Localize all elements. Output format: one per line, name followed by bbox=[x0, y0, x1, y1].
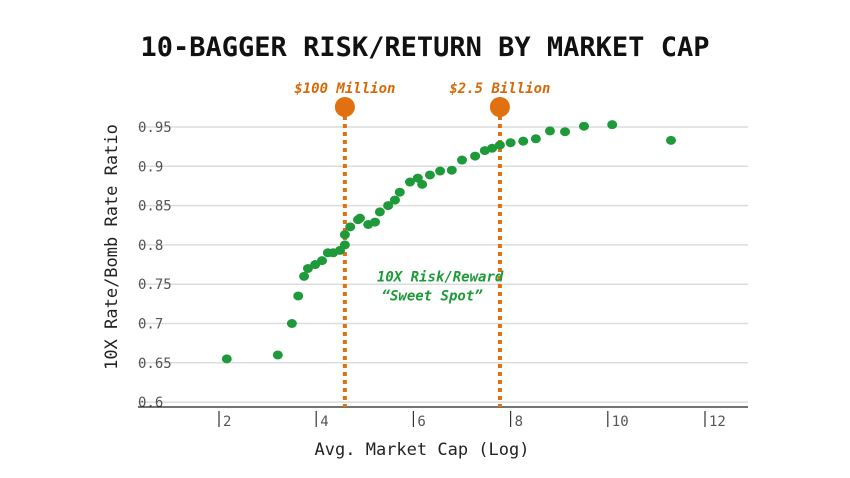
chart-title: 10-BAGGER RISK/RETURN BY MARKET CAP bbox=[141, 32, 710, 63]
data-point bbox=[354, 213, 365, 223]
data-point bbox=[435, 166, 446, 176]
y-tick-label: 0.9 bbox=[138, 159, 163, 175]
data-point bbox=[607, 120, 618, 130]
data-point bbox=[417, 179, 428, 189]
data-point bbox=[494, 140, 505, 150]
y-tick-label: 0.75 bbox=[138, 277, 172, 293]
data-point bbox=[374, 207, 385, 217]
x-tick-label: 4 bbox=[320, 414, 328, 430]
data-point bbox=[457, 155, 467, 165]
x-tick-label: 2 bbox=[223, 414, 231, 430]
data-point bbox=[272, 350, 283, 360]
data-point bbox=[302, 263, 313, 273]
data-point bbox=[345, 222, 356, 232]
cap-markers: $100 Million $2.5 Billion bbox=[294, 81, 550, 407]
data-point bbox=[505, 138, 516, 148]
data-point bbox=[578, 121, 589, 131]
data-point bbox=[530, 134, 541, 144]
marker-dot bbox=[489, 97, 510, 117]
x-tick-label: 8 bbox=[515, 414, 523, 430]
data-point bbox=[339, 230, 350, 240]
data-point bbox=[404, 177, 415, 187]
gridlines bbox=[138, 126, 748, 403]
data-point bbox=[446, 165, 457, 175]
marker-label: $2.5 Billion bbox=[449, 81, 550, 97]
y-tick-label: 0.7 bbox=[138, 317, 163, 333]
data-point bbox=[317, 256, 328, 266]
marker-label: $100 Million bbox=[294, 81, 395, 97]
data-point bbox=[470, 151, 481, 161]
data-point bbox=[221, 354, 232, 364]
data-point bbox=[299, 271, 310, 281]
x-axis-label: Avg. Market Cap (Log) bbox=[315, 440, 530, 460]
data-point bbox=[487, 143, 498, 153]
data-point bbox=[665, 135, 676, 145]
data-point bbox=[389, 195, 400, 205]
data-point bbox=[286, 319, 297, 328]
data-point bbox=[424, 170, 435, 180]
marker-dot bbox=[334, 97, 355, 117]
data-point bbox=[383, 201, 394, 211]
data-point bbox=[339, 240, 350, 250]
y-tick-label: 0.85 bbox=[138, 199, 172, 215]
data-point bbox=[518, 136, 529, 146]
y-tick-label: 0.6 bbox=[138, 395, 163, 411]
y-tick-label: 0.65 bbox=[138, 356, 172, 372]
annotation-line2: “Sweet Spot” bbox=[382, 288, 484, 304]
data-point bbox=[394, 187, 405, 197]
x-tick-labels: 2 4 6 8 10 12 bbox=[218, 411, 726, 430]
x-tick-label: 12 bbox=[709, 414, 726, 430]
data-point bbox=[370, 217, 381, 227]
data-points bbox=[221, 120, 676, 364]
x-tick-label: 6 bbox=[417, 414, 425, 430]
data-point bbox=[544, 126, 555, 136]
y-tick-label: 0.95 bbox=[138, 120, 172, 136]
y-tick-label: 0.8 bbox=[138, 238, 163, 254]
annotation-line1: 10X Risk/Reward bbox=[377, 269, 504, 285]
y-tick-labels: 0.6 0.65 0.7 0.75 0.8 0.85 0.9 0.95 bbox=[138, 120, 172, 411]
data-point bbox=[293, 291, 304, 301]
y-axis-label: 10X Rate/Bomb Rate Ratio bbox=[102, 124, 122, 370]
x-tick-label: 10 bbox=[612, 414, 629, 430]
data-point bbox=[560, 127, 571, 137]
